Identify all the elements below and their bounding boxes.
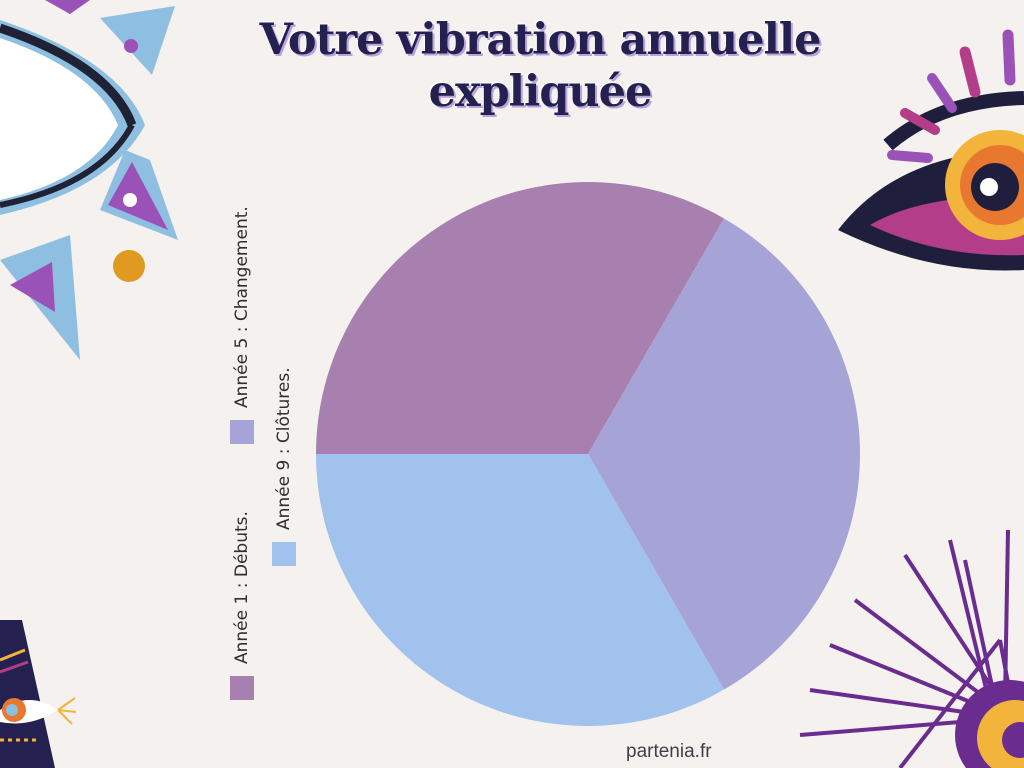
chart-legend: Année 1 : Débuts. Année 5 : Changement. … xyxy=(230,180,310,700)
footer-website: partenia.fr xyxy=(626,741,712,762)
legend-label: Année 9 : Clôtures. xyxy=(274,367,294,530)
legend-swatch xyxy=(230,676,254,700)
pie-slice-debuts xyxy=(316,181,724,455)
legend-label: Année 5 : Changement. xyxy=(232,206,252,408)
legend-item-debuts: Année 1 : Débuts. xyxy=(230,511,254,700)
legend-item-changement: Année 5 : Changement. xyxy=(230,206,254,444)
pie-slice-changement xyxy=(588,218,860,690)
tribal-eye-bottom-left xyxy=(0,620,77,768)
eye-illustration-right xyxy=(838,29,1024,271)
legend-label: Année 1 : Débuts. xyxy=(232,511,252,664)
starburst-eye-bottom-right xyxy=(799,529,1024,768)
legend-swatch xyxy=(272,542,296,566)
pie-slice-clotures xyxy=(316,454,724,726)
page-title: Votre vibration annuelle expliquée xyxy=(259,15,822,117)
legend-item-clotures: Année 9 : Clôtures. xyxy=(272,367,296,566)
legend-swatch xyxy=(230,420,254,444)
eye-illustration-left xyxy=(0,0,178,360)
